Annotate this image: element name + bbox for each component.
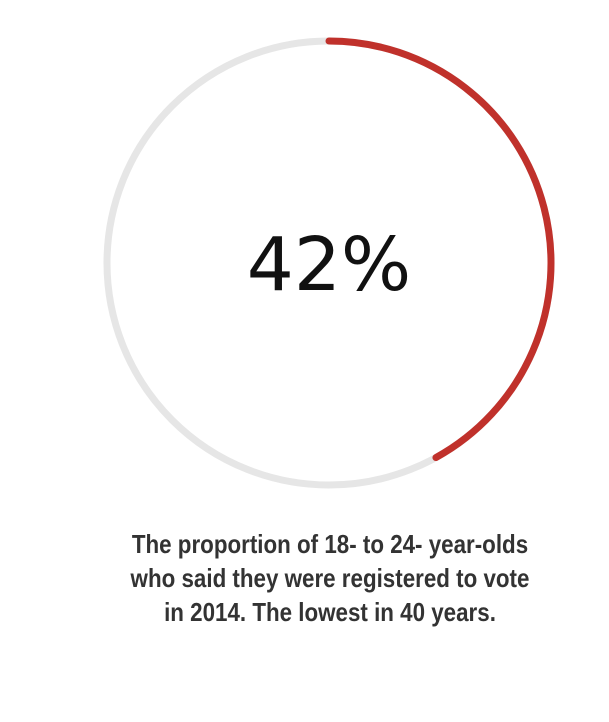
chart-caption: The proportion of 18- to 24- year-olds w… [124,527,537,629]
percentage-value: 42% [247,222,411,308]
